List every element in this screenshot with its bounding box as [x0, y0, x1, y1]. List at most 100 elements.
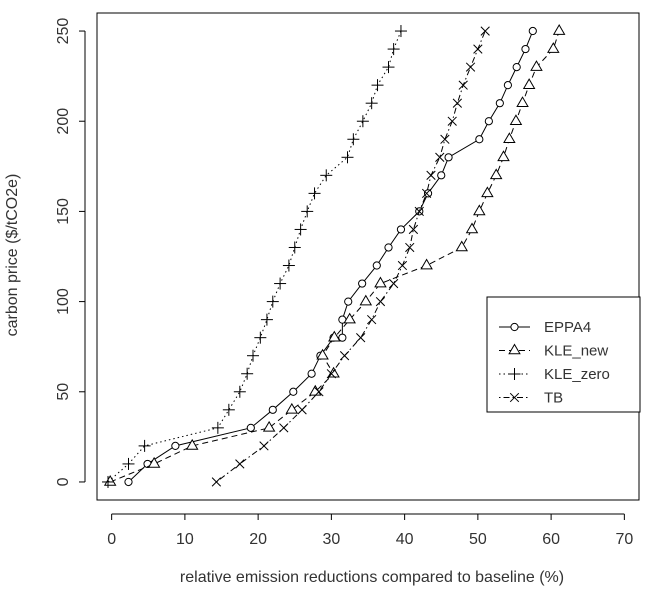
- y-axis: 0 50 100 150 200 250: [55, 18, 86, 486]
- data-point: [421, 188, 432, 199]
- data-point: [437, 171, 446, 180]
- data-point: [211, 477, 222, 487]
- data-point: [405, 242, 415, 253]
- data-point: [344, 297, 353, 306]
- y-tick-label: 200: [55, 108, 72, 135]
- y-tick-label: 150: [55, 198, 72, 225]
- data-point: [297, 405, 307, 415]
- legend-box: [486, 296, 641, 413]
- data-point: [279, 423, 289, 433]
- data-point: [394, 25, 407, 38]
- data-point: [314, 387, 324, 397]
- series-layer: [101, 24, 566, 488]
- series-line-kle-zero: [107, 30, 402, 483]
- legend-label: TB: [544, 390, 563, 407]
- data-point: [274, 277, 287, 290]
- data-point: [465, 62, 476, 72]
- data-point: [435, 152, 445, 162]
- data-point: [397, 260, 408, 271]
- data-point: [246, 423, 255, 432]
- data-point: [452, 98, 463, 108]
- y-axis-label: carbon price ($/tCO2e): [4, 174, 21, 337]
- data-point: [101, 475, 114, 488]
- data-point: [384, 243, 393, 252]
- data-point: [211, 421, 224, 434]
- data-point: [316, 348, 329, 360]
- data-point: [301, 205, 314, 218]
- data-point: [512, 63, 521, 72]
- data-point: [235, 459, 245, 469]
- y-tick-label: 250: [55, 18, 72, 45]
- data-point: [444, 153, 453, 162]
- data-point: [356, 333, 366, 343]
- data-point: [328, 330, 341, 342]
- data-point: [547, 42, 560, 53]
- data-point: [552, 24, 566, 35]
- data-point: [241, 367, 254, 380]
- y-tick-label: 50: [55, 383, 72, 401]
- series-kle-new: [103, 24, 566, 486]
- legend-item-tb: TB: [499, 390, 563, 407]
- legend-marker: [508, 343, 521, 355]
- legend-item-kle-new: KLE_new: [499, 343, 608, 360]
- data-point: [521, 44, 530, 54]
- data-point: [365, 97, 378, 110]
- data-point: [124, 477, 133, 487]
- plot-frame: [96, 12, 640, 501]
- data-point: [282, 259, 295, 272]
- x-tick-label: 0: [107, 531, 116, 548]
- data-point: [426, 170, 436, 180]
- data-point: [447, 116, 457, 126]
- data-point: [495, 99, 504, 108]
- data-point: [288, 241, 301, 254]
- x-tick-label: 10: [176, 531, 194, 548]
- x-tick-label: 70: [615, 531, 633, 548]
- series-line-kle-new: [109, 30, 560, 483]
- data-point: [358, 279, 367, 288]
- data-point: [480, 26, 490, 36]
- x-axis-label: relative emission reductions compared to…: [180, 569, 564, 586]
- data-point: [489, 168, 503, 180]
- x-tick-label: 40: [396, 531, 414, 548]
- data-point: [294, 223, 307, 236]
- data-point: [341, 151, 354, 164]
- data-point: [247, 349, 260, 362]
- data-point: [387, 43, 400, 56]
- data-point: [308, 187, 321, 200]
- data-point: [374, 276, 387, 288]
- data-point: [356, 115, 369, 128]
- legend: EPPA4 KLE_new KLE_zero TB: [486, 296, 641, 413]
- data-point: [347, 133, 360, 146]
- data-point: [262, 420, 276, 432]
- x-axis: 0 10 20 30 40 50 60 70: [107, 513, 633, 548]
- legend-marker: [508, 368, 521, 380]
- data-point: [414, 206, 424, 217]
- series-line-eppa4: [128, 30, 534, 483]
- data-point: [528, 26, 537, 36]
- data-point: [147, 456, 161, 468]
- y-tick-label: 0: [55, 477, 72, 486]
- series-line-tb: [216, 30, 486, 483]
- data-point: [371, 79, 384, 92]
- data-point: [367, 314, 377, 325]
- data-point: [497, 150, 510, 162]
- series-kle-zero: [101, 25, 407, 488]
- data-point: [254, 331, 267, 344]
- legend-label: KLE_zero: [544, 366, 610, 383]
- data-point: [530, 60, 543, 71]
- data-point: [285, 402, 299, 414]
- data-point: [233, 385, 246, 398]
- x-tick-label: 30: [322, 531, 340, 548]
- x-tick-label: 20: [249, 531, 267, 548]
- data-point: [289, 387, 298, 396]
- data-point: [122, 457, 135, 470]
- data-point: [503, 132, 516, 144]
- data-point: [388, 278, 399, 289]
- data-point: [171, 441, 180, 450]
- data-point: [465, 222, 479, 234]
- data-point: [339, 351, 350, 361]
- legend-marker: [510, 322, 519, 332]
- data-point: [396, 225, 406, 234]
- data-point: [522, 78, 536, 89]
